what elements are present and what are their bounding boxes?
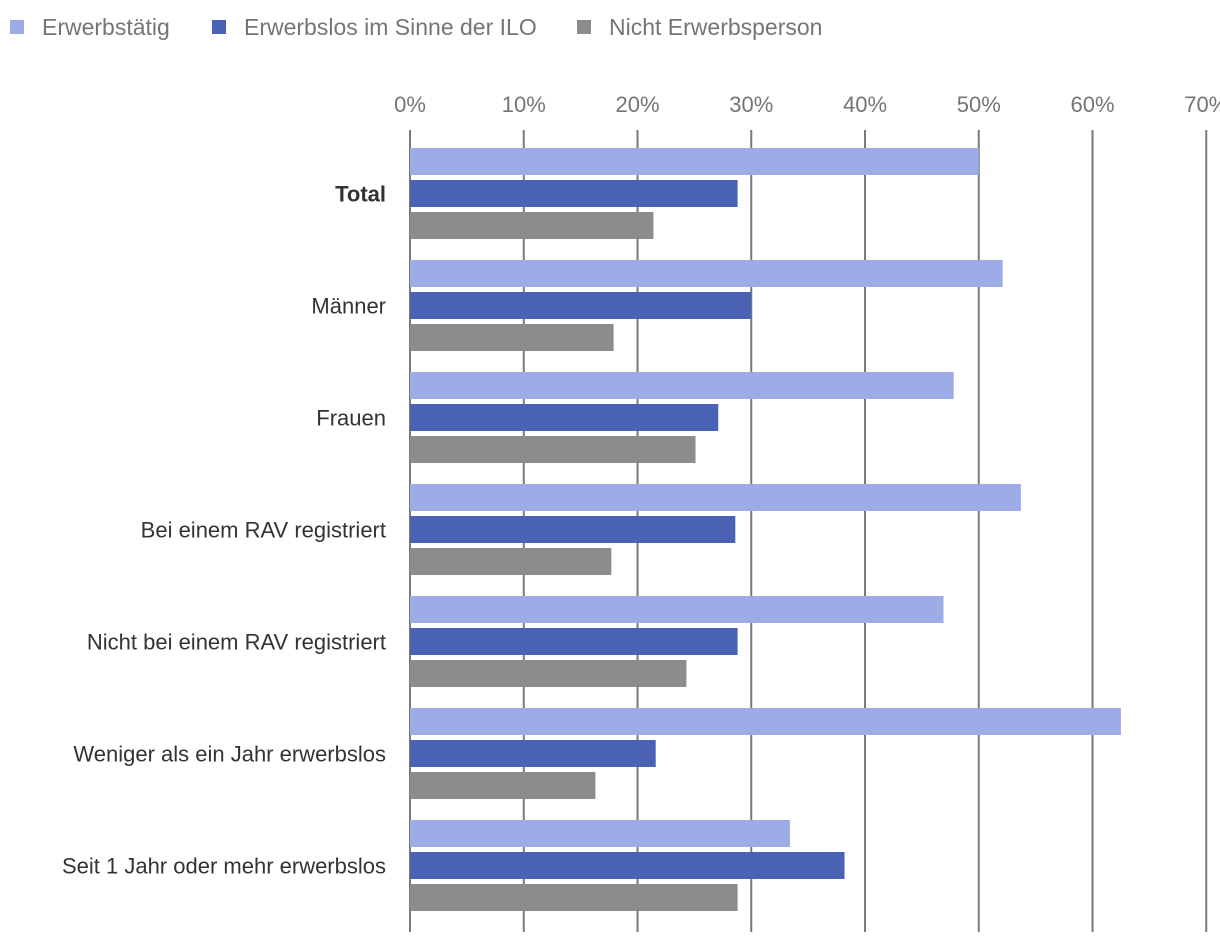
bar-nicht-bei-einem-rav-registriert-erwerbslos-im-sinne-der-ilo bbox=[410, 628, 738, 655]
bar-maenner-erwerbslos-im-sinne-der-ilo bbox=[410, 292, 752, 319]
bar-frauen-erwerbstaetig bbox=[410, 372, 954, 399]
legend-label-erwerbstaetig: Erwerbstätig bbox=[42, 14, 170, 40]
bar-weniger-als-ein-jahr-erwerbslos-nicht-erwerbsperson bbox=[410, 772, 596, 799]
bar-total-erwerbslos-im-sinne-der-ilo bbox=[410, 180, 738, 207]
legend-swatch-erwerbslos-im-sinne-der-ilo bbox=[212, 20, 226, 34]
bar-seit-1-jahr-oder-mehr-erwerbslos-nicht-erwerbsperson bbox=[410, 884, 738, 911]
category-label-total: Total bbox=[335, 182, 386, 207]
bar-weniger-als-ein-jahr-erwerbslos-erwerbslos-im-sinne-der-ilo bbox=[410, 740, 656, 767]
bar-total-erwerbstaetig bbox=[410, 148, 979, 175]
tick-label-40: 40% bbox=[843, 92, 887, 117]
x-axis-ticks: 0% 10% 20% 30% 40% 50% 60% 70% bbox=[394, 92, 1220, 117]
tick-label-10: 10% bbox=[502, 92, 546, 117]
bar-bei-einem-rav-registriert-nicht-erwerbsperson bbox=[410, 548, 612, 575]
legend-label-erwerbslos-im-sinne-der-ilo: Erwerbslos im Sinne der ILO bbox=[244, 14, 537, 40]
legend-swatch-erwerbstaetig bbox=[10, 20, 24, 34]
tick-label-30: 30% bbox=[729, 92, 773, 117]
bar-frauen-nicht-erwerbsperson bbox=[410, 436, 696, 463]
bar-nicht-bei-einem-rav-registriert-erwerbstaetig bbox=[410, 596, 944, 623]
category-label-nicht-bei-einem-rav-registriert: Nicht bei einem RAV registriert bbox=[87, 630, 386, 655]
chart-bars bbox=[410, 148, 1121, 911]
bar-total-nicht-erwerbsperson bbox=[410, 212, 654, 239]
bar-bei-einem-rav-registriert-erwerbslos-im-sinne-der-ilo bbox=[410, 516, 736, 543]
category-label-frauen: Frauen bbox=[316, 406, 386, 431]
bar-maenner-erwerbstaetig bbox=[410, 260, 1003, 287]
tick-label-0: 0% bbox=[394, 92, 426, 117]
bar-weniger-als-ein-jahr-erwerbslos-erwerbstaetig bbox=[410, 708, 1121, 735]
bar-seit-1-jahr-oder-mehr-erwerbslos-erwerbstaetig bbox=[410, 820, 790, 847]
tick-label-70: 70% bbox=[1184, 92, 1220, 117]
category-label-weniger-als-ein-jahr-erwerbslos: Weniger als ein Jahr erwerbslos bbox=[73, 742, 386, 767]
bar-frauen-erwerbslos-im-sinne-der-ilo bbox=[410, 404, 719, 431]
legend-label-nicht-erwerbsperson: Nicht Erwerbsperson bbox=[609, 14, 822, 40]
tick-label-50: 50% bbox=[957, 92, 1001, 117]
category-label-maenner: Männer bbox=[311, 294, 386, 319]
tick-label-60: 60% bbox=[1070, 92, 1114, 117]
legend-swatch-nicht-erwerbsperson bbox=[577, 20, 591, 34]
bar-bei-einem-rav-registriert-erwerbstaetig bbox=[410, 484, 1021, 511]
category-label-seit-1-jahr-oder-mehr-erwerbslos: Seit 1 Jahr oder mehr erwerbslos bbox=[62, 854, 386, 879]
chart-legend: Erwerbstätig Erwerbslos im Sinne der ILO N… bbox=[10, 14, 822, 40]
category-labels: Total Männer Frauen Bei einem RAV registrie… bbox=[62, 182, 386, 879]
bar-seit-1-jahr-oder-mehr-erwerbslos-erwerbslos-im-sinne-der-ilo bbox=[410, 852, 845, 879]
category-label-bei-einem-rav-registriert: Bei einem RAV registriert bbox=[141, 518, 386, 543]
tick-label-20: 20% bbox=[615, 92, 659, 117]
bar-nicht-bei-einem-rav-registriert-nicht-erwerbsperson bbox=[410, 660, 687, 687]
bar-maenner-nicht-erwerbsperson bbox=[410, 324, 614, 351]
